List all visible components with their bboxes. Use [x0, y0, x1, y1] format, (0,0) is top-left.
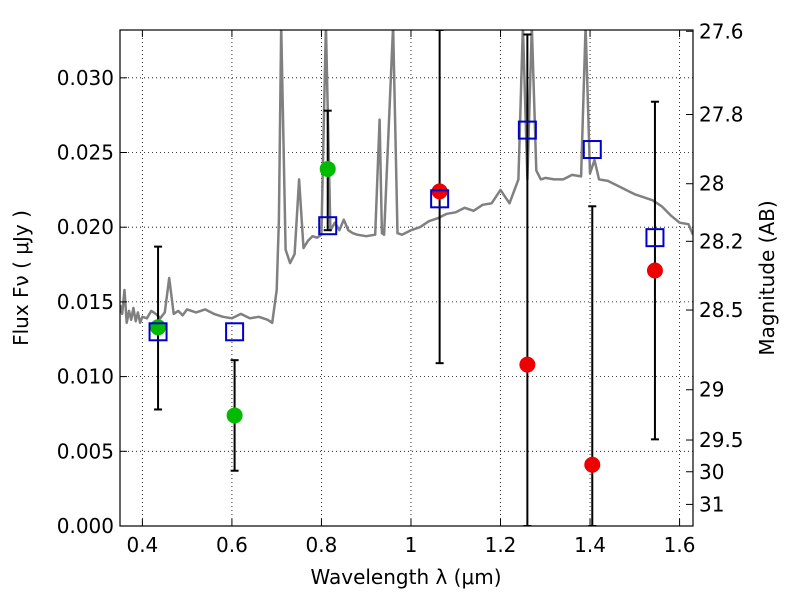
right-axis-label: Magnitude (AB) — [755, 200, 779, 355]
right-tick-label: 27.8 — [699, 103, 744, 127]
green-data-point — [319, 160, 336, 177]
right-tick-label: 29.5 — [699, 428, 744, 452]
x-tick-label: 1.6 — [664, 533, 696, 557]
right-tick-label: 28.2 — [699, 229, 744, 253]
red-data-point — [519, 356, 536, 373]
green-data-point — [150, 319, 167, 336]
x-tick-label: 0.4 — [126, 533, 158, 557]
plot-frame — [119, 29, 694, 527]
model-square-marker — [148, 322, 168, 342]
model-square-marker — [225, 322, 245, 342]
red-data-point — [646, 262, 663, 279]
data-points — [148, 120, 665, 473]
model-square-marker — [430, 189, 450, 209]
right-tick-label: 28.5 — [699, 298, 744, 322]
right-tick-label: 31 — [699, 492, 724, 516]
y-tick-label: 0.025 — [57, 141, 114, 165]
template-spectrum — [120, 30, 693, 325]
x-tick-label: 1 — [405, 533, 418, 557]
model-square-marker — [318, 216, 338, 236]
model-square-marker — [645, 228, 665, 248]
x-tick-label: 1.2 — [485, 533, 517, 557]
right-tick-label: 30 — [699, 460, 724, 484]
x-tick-label: 0.6 — [216, 533, 248, 557]
y-tick-label: 0.010 — [57, 365, 114, 389]
spectrum-line — [120, 30, 693, 325]
right-tick-label: 28 — [699, 172, 724, 196]
y-axis-label: Flux Fν ( μJy ) — [9, 210, 33, 346]
right-tick-label: 27.6 — [699, 19, 744, 43]
y-tick-label: 0.000 — [57, 514, 114, 538]
green-data-point — [226, 407, 243, 424]
x-tick-label: 0.8 — [306, 533, 338, 557]
y-tick-label: 0.020 — [57, 215, 114, 239]
model-square-marker — [582, 140, 602, 160]
y-tick-label: 0.005 — [57, 439, 114, 463]
y-tick-label: 0.030 — [57, 66, 114, 90]
red-data-point — [584, 456, 601, 473]
model-square-marker — [517, 120, 537, 140]
y-tick-label: 0.015 — [57, 290, 114, 314]
right-tick-label: 29 — [699, 378, 724, 402]
axis-ticks: 0.4 0.6 0.8 1 1.2 1.4 1.6 0.000 0.005 0.010 0.015 0… — [57, 19, 744, 557]
x-axis-label: Wavelength λ (μm) — [310, 565, 501, 589]
x-tick-label: 1.4 — [574, 533, 606, 557]
grid-lines — [120, 30, 693, 527]
red-data-point — [431, 183, 448, 200]
